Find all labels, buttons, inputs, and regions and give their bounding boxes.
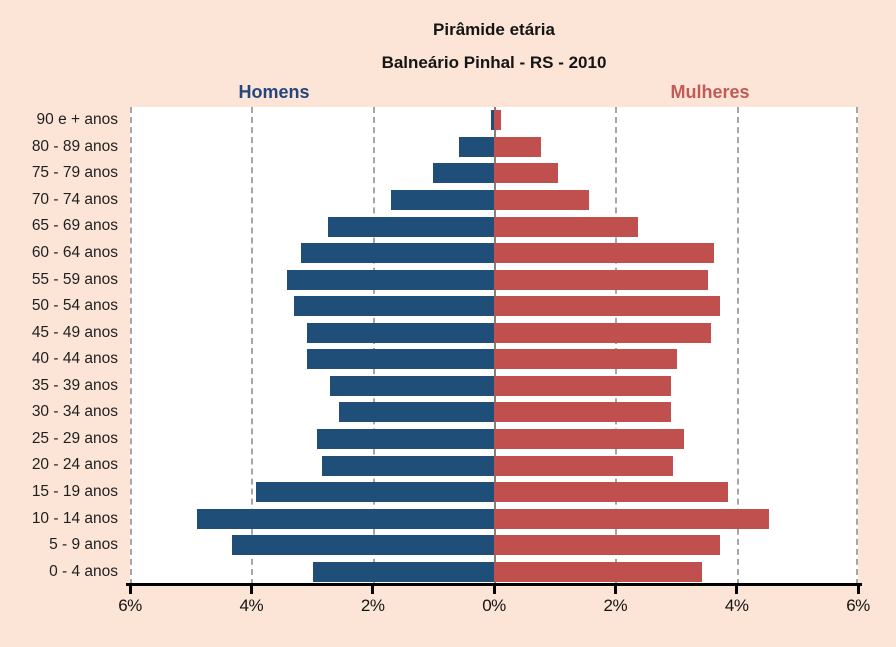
bar-men-80-89anos [458, 136, 494, 157]
bar-men-40-44anos [306, 349, 494, 370]
bar-women-90e+anos [494, 110, 501, 131]
bar-men-10-14anos [196, 508, 494, 529]
x-axis-tick-label: 2% [603, 596, 628, 615]
gridline-center-zero [494, 107, 496, 585]
bar-men-55-59anos [286, 269, 494, 290]
bar-women-40-44anos [494, 349, 677, 370]
bar-men-70-74anos [390, 189, 494, 210]
plot-area [130, 107, 858, 585]
y-axis-label: 30 - 34 anos [31, 403, 118, 421]
bar-men-20-24anos [321, 455, 494, 476]
y-axis-label: 75 - 79 anos [31, 164, 118, 182]
bar-men-90e+anos [490, 110, 494, 131]
bar-women-35-39anos [494, 375, 672, 396]
y-axis-label: 80 - 89 anos [31, 137, 118, 155]
x-axis-tick [492, 583, 496, 594]
bar-women-65-69anos [494, 216, 638, 237]
chart-subtitle: Balneário Pinhal - RS - 2010 [381, 53, 607, 72]
bar-women-10-14anos [494, 508, 769, 529]
legend-label-women: Mulheres [670, 82, 750, 102]
bar-women-55-59anos [494, 269, 708, 290]
bar-men-0-4anos [312, 561, 494, 582]
x-axis-tick [128, 583, 132, 594]
bar-men-60-64anos [301, 243, 494, 264]
bar-men-65-69anos [328, 216, 494, 237]
gridline [856, 107, 858, 585]
bar-women-60-64anos [494, 243, 714, 264]
bar-women-25-29anos [494, 428, 684, 449]
x-axis-tick [249, 583, 253, 594]
y-axis-label: 0 - 4 anos [49, 562, 118, 580]
x-axis-tick-label: 4% [724, 596, 749, 615]
y-axis-label: 35 - 39 anos [31, 376, 118, 394]
y-axis-label: 90 e + anos [36, 111, 118, 129]
bar-women-50-54anos [494, 296, 720, 317]
bar-women-0-4anos [494, 561, 703, 582]
bar-men-5-9anos [231, 535, 494, 556]
bar-women-15-19anos [494, 482, 729, 503]
y-axis-label: 5 - 9 anos [49, 536, 118, 554]
x-axis-tick [613, 583, 617, 594]
legend-label-men: Homens [238, 82, 310, 102]
bar-women-70-74anos [494, 189, 589, 210]
bar-men-25-29anos [317, 428, 494, 449]
y-axis-label: 70 - 74 anos [31, 190, 118, 208]
y-axis-label: 40 - 44 anos [31, 350, 118, 368]
bar-men-30-34anos [338, 402, 494, 423]
bar-women-80-89anos [494, 136, 542, 157]
y-axis-label: 60 - 64 anos [31, 244, 118, 262]
x-axis-tick [735, 583, 739, 594]
gridline [130, 107, 132, 585]
bar-women-75-79anos [494, 163, 558, 184]
bar-women-45-49anos [494, 322, 711, 343]
bar-women-30-34anos [494, 402, 671, 423]
gridline [251, 107, 254, 585]
gridline [372, 107, 375, 585]
x-axis-tick-label: 4% [239, 596, 264, 615]
gridline [615, 107, 618, 585]
y-axis-label: 20 - 24 anos [31, 456, 118, 474]
x-axis-tick-label: 6% [118, 596, 142, 615]
bar-women-5-9anos [494, 535, 721, 556]
bar-women-20-24anos [494, 455, 673, 476]
y-axis-label: 45 - 49 anos [31, 323, 118, 341]
y-axis-label: 15 - 19 anos [31, 483, 118, 501]
bar-men-35-39anos [330, 375, 494, 396]
bar-men-50-54anos [293, 296, 494, 317]
x-axis-tick-label: 2% [360, 596, 385, 615]
y-axis-label: 25 - 29 anos [31, 429, 118, 447]
chart-title: Pirâmide etária [433, 20, 555, 39]
y-axis-labels: 90 e + anos 80 - 89 anos 75 - 79 anos 70 - … [0, 107, 118, 585]
bar-men-15-19anos [255, 482, 494, 503]
y-axis-label: 55 - 59 anos [31, 270, 118, 288]
bar-men-75-79anos [433, 163, 494, 184]
y-axis-label: 65 - 69 anos [31, 217, 118, 235]
y-axis-label: 50 - 54 anos [31, 297, 118, 315]
x-axis-tick [856, 583, 860, 594]
x-axis-tick-label: 6% [846, 596, 870, 615]
bar-men-45-49anos [307, 322, 494, 343]
gridline [736, 107, 739, 585]
x-axis-tick-label: 0% [482, 596, 506, 615]
y-axis-label: 10 - 14 anos [31, 509, 118, 527]
x-axis-tick [371, 583, 375, 594]
